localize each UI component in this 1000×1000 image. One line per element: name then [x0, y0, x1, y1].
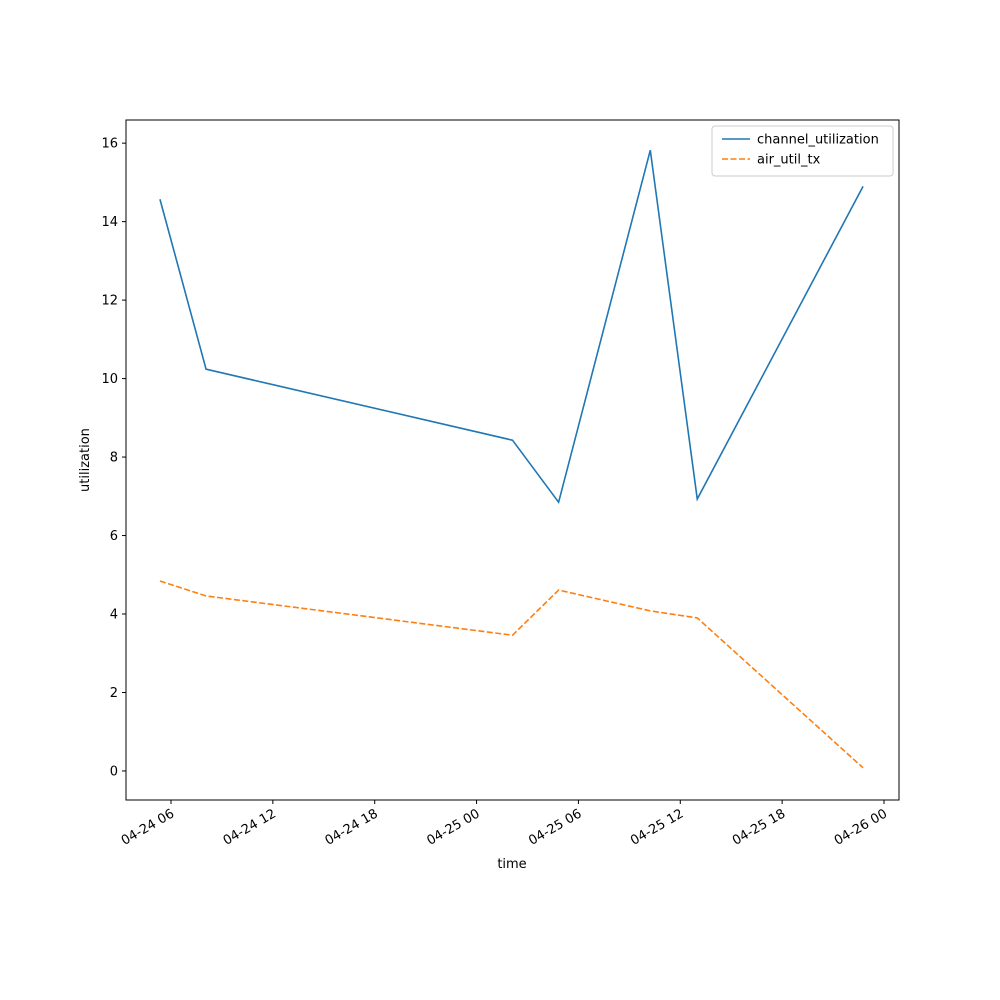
y-tick-label: 8 — [110, 451, 118, 466]
y-axis-label: utilization — [78, 428, 93, 492]
x-tick-label: 04-24 12 — [221, 806, 279, 848]
line-series — [159, 580, 864, 769]
y-tick-label: 12 — [101, 294, 118, 309]
legend-label: channel_utilization — [757, 133, 879, 148]
plot-frame — [125, 119, 900, 801]
line-series — [159, 150, 864, 504]
x-tick-label: 04-24 18 — [323, 806, 381, 848]
x-tick-label: 04-25 18 — [730, 806, 788, 848]
x-tick-label: 04-24 06 — [119, 806, 177, 848]
y-tick-label: 14 — [101, 215, 118, 230]
x-axis-label: time — [497, 857, 526, 872]
y-tick-label: 2 — [110, 686, 118, 701]
legend-label: air_util_tx — [757, 153, 821, 168]
y-tick-label: 16 — [101, 137, 118, 152]
x-tick-label: 04-25 00 — [424, 806, 482, 848]
x-tick-label: 04-25 06 — [526, 806, 584, 848]
legend-box — [711, 125, 894, 177]
y-tick-label: 10 — [101, 372, 118, 387]
x-tick-label: 04-26 00 — [832, 806, 890, 848]
y-tick-label: 0 — [110, 764, 118, 779]
y-tick-label: 6 — [110, 529, 118, 544]
y-tick-label: 4 — [110, 608, 118, 623]
x-tick-label: 04-25 12 — [628, 806, 686, 848]
